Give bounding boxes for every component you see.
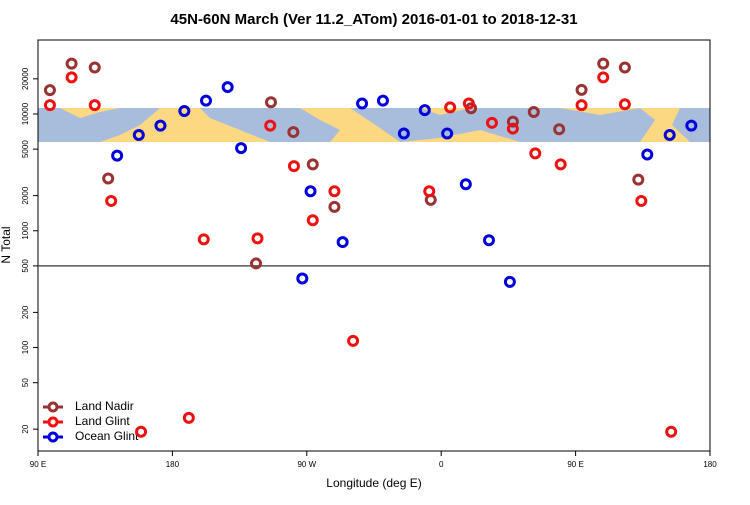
point <box>221 81 234 94</box>
point <box>43 99 56 112</box>
point <box>304 185 317 198</box>
point <box>43 84 56 97</box>
point <box>397 127 410 140</box>
y-tick-label: 100 <box>21 340 30 354</box>
y-tick-label: 5000 <box>21 140 30 158</box>
legend-marker <box>47 401 59 413</box>
point <box>88 99 101 112</box>
point <box>663 129 676 142</box>
point <box>575 83 588 96</box>
point <box>641 148 654 161</box>
point <box>665 425 678 438</box>
point <box>459 178 472 191</box>
point <box>575 99 588 112</box>
x-tick-label: 0 <box>439 460 444 469</box>
point <box>264 119 277 132</box>
point <box>444 101 457 114</box>
point <box>105 194 118 207</box>
x-tick-label: 90 E <box>567 460 583 469</box>
point <box>250 257 263 270</box>
y-tick-label: 20000 <box>21 67 30 90</box>
point <box>135 425 148 438</box>
point <box>251 232 264 245</box>
y-tick-label: 10000 <box>21 102 30 125</box>
point <box>529 147 542 160</box>
point <box>65 71 78 84</box>
point <box>418 104 431 117</box>
legend-marker <box>47 416 59 428</box>
point <box>485 116 498 129</box>
point <box>197 233 210 246</box>
point <box>287 126 300 139</box>
point <box>306 214 319 227</box>
legend-label: Land Glint <box>75 414 130 428</box>
y-tick-label: 50 <box>21 378 30 387</box>
legend-label: Ocean Glint <box>75 429 139 443</box>
plot-frame <box>37 39 711 452</box>
point <box>102 172 115 185</box>
x-tick-label: 180 <box>166 460 180 469</box>
point <box>685 119 698 132</box>
point <box>306 158 319 171</box>
y-tick-label: 200 <box>21 305 30 319</box>
point <box>111 149 124 162</box>
point <box>618 98 631 111</box>
x-tick-label: 90 W <box>297 460 316 469</box>
point <box>328 200 341 213</box>
point <box>336 236 349 249</box>
point <box>376 94 389 107</box>
point <box>287 160 300 173</box>
point <box>235 142 248 155</box>
y-tick-label: 1000 <box>21 221 30 239</box>
y-tick-label: 500 <box>21 259 30 273</box>
point <box>482 234 495 247</box>
x-tick-label: 90 E <box>30 460 46 469</box>
y-tick-label: 20 <box>21 424 30 433</box>
point <box>506 115 519 128</box>
point <box>347 334 360 347</box>
map-background <box>38 108 710 142</box>
point <box>506 122 519 135</box>
chart-title: 45N-60N March (Ver 11.2_ATom) 2016-01-01… <box>170 11 577 28</box>
point <box>356 97 369 110</box>
point <box>296 272 309 285</box>
legend-label: Land Nadir <box>75 399 134 413</box>
point <box>178 105 191 118</box>
point <box>632 173 645 186</box>
x-axis-label: Longitude (deg E) <box>326 476 421 490</box>
point <box>182 411 195 424</box>
point <box>132 129 145 142</box>
point <box>200 94 212 107</box>
point <box>597 57 610 70</box>
point <box>328 185 341 198</box>
y-tick-label: 2000 <box>21 186 30 204</box>
point <box>423 185 436 198</box>
legend-marker <box>47 431 59 443</box>
point <box>462 97 475 110</box>
point <box>88 61 101 74</box>
point <box>618 61 631 74</box>
point <box>635 194 648 207</box>
point <box>503 275 516 288</box>
point <box>441 127 454 140</box>
point <box>554 158 567 171</box>
y-axis-label: N Total <box>0 226 13 263</box>
x-tick-label: 180 <box>703 460 717 469</box>
point <box>65 57 78 70</box>
point <box>264 96 277 109</box>
point <box>597 71 610 84</box>
point <box>553 123 566 136</box>
point <box>527 105 540 118</box>
point <box>154 119 167 132</box>
